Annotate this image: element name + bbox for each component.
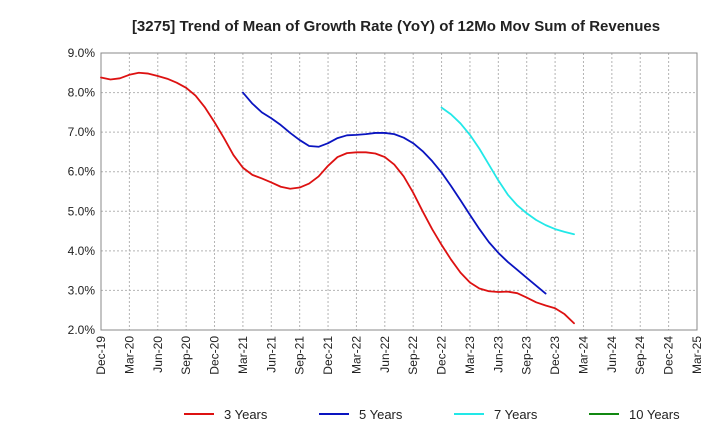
y-tick-label: 2.0% (68, 323, 96, 337)
x-tick-label: Dec-24 (662, 336, 676, 375)
series-line-5-years (241, 91, 547, 295)
x-tick-label: Mar-23 (463, 336, 477, 374)
axis-layer: 9.0% 8.0% 7.0% 6.0% 5.0% 4.0% 3.0% 2.0%Dec-19 Ma… (68, 46, 704, 375)
y-tick-label: 4.0% (68, 244, 96, 258)
x-tick-label: Dec-23 (548, 336, 562, 375)
y-tick-label: 3.0% (68, 283, 96, 297)
x-tick-label: Sep-21 (293, 336, 307, 375)
legend-label: 3 Years (224, 407, 268, 422)
x-tick-label: Dec-19 (94, 336, 108, 375)
legend: 3 Years 5 Years 7 Years 10 Years (184, 407, 680, 422)
y-tick-label: 9.0% (68, 46, 96, 60)
x-tick-label: Mar-25 (690, 336, 704, 374)
y-tick-label: 7.0% (68, 125, 96, 139)
grid-layer (100, 52, 698, 331)
x-tick-label: Dec-21 (321, 336, 335, 375)
plot-frame (100, 52, 698, 331)
legend-label: 7 Years (494, 407, 538, 422)
x-tick-label: Mar-21 (236, 336, 250, 374)
x-tick-label: Sep-20 (179, 336, 193, 375)
x-tick-label: Sep-22 (406, 336, 420, 375)
series-line-7-years (440, 106, 575, 236)
x-tick-label: Jun-22 (378, 336, 392, 373)
chart-title: [3275] Trend of Mean of Growth Rate (YoY… (132, 18, 660, 35)
x-tick-label: Jun-23 (491, 336, 505, 373)
x-tick-label: Dec-20 (208, 336, 222, 375)
x-tick-label: Mar-24 (576, 336, 590, 374)
y-tick-label: 8.0% (68, 86, 96, 100)
x-tick-label: Jun-24 (605, 336, 619, 373)
x-tick-label: Sep-23 (520, 336, 534, 375)
series-layer (100, 71, 575, 325)
y-tick-label: 6.0% (68, 165, 96, 179)
x-tick-label: Jun-21 (264, 336, 278, 373)
x-tick-label: Mar-20 (122, 336, 136, 374)
series-line-3-years (100, 71, 575, 325)
x-tick-label: Jun-20 (151, 336, 165, 373)
x-tick-label: Dec-22 (435, 336, 449, 375)
x-tick-label: Mar-22 (349, 336, 363, 374)
x-tick-label: Sep-24 (633, 336, 647, 375)
legend-label: 5 Years (359, 407, 403, 422)
legend-label: 10 Years (629, 407, 680, 422)
y-tick-label: 5.0% (68, 204, 96, 218)
